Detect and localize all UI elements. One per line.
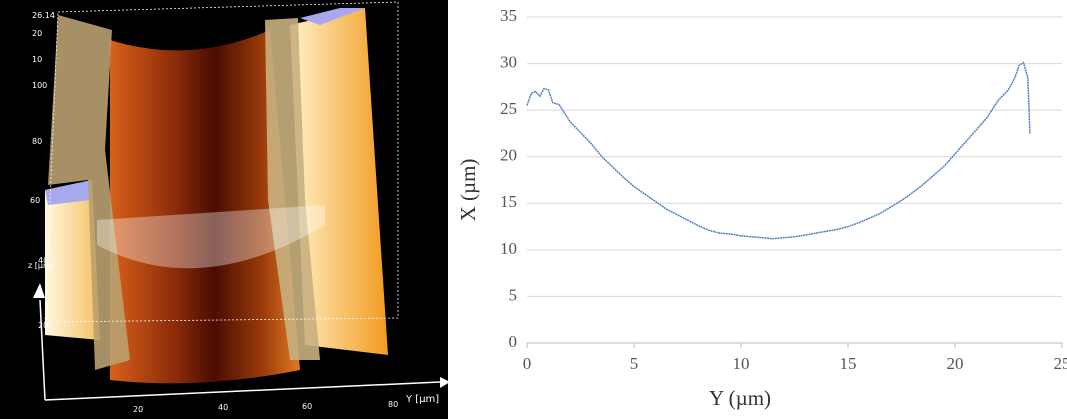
x-tick-label: 0 [523, 354, 532, 373]
z-label: 80 [32, 137, 42, 146]
y-axis [44, 381, 441, 401]
z-label: 20 [32, 29, 42, 38]
y-tick-label: 35 [500, 6, 517, 25]
x-tick-label: 15 [840, 354, 857, 373]
x-tick-label: 5 [630, 354, 639, 373]
y-tick-label: 20 [500, 146, 517, 165]
z-label: z [µm] [28, 261, 54, 270]
rough-wall-right [265, 18, 320, 360]
z-axis [39, 299, 46, 401]
z-arrow [33, 283, 45, 298]
z-label: 26.14 [32, 11, 55, 20]
y-axis-title: Y [µm] [405, 394, 439, 405]
x-tick-label: 20 [947, 354, 964, 373]
y-tick-label: 25 [500, 99, 517, 118]
y-tick-label: 10 [500, 239, 517, 258]
plateau-left [45, 180, 100, 340]
plateau-left-top [45, 180, 92, 205]
bottom-label: 60 [302, 402, 312, 411]
x-axis-title: Y (µm) [709, 386, 771, 410]
x-tick-label: 10 [733, 354, 750, 373]
section-plane [97, 205, 325, 269]
plateau-top [300, 8, 365, 25]
data-line [526, 61, 1031, 240]
chart: X (µm) Y (µm) 0 5 10 15 20 25 30 35 0 5 10 15 20 25 [456, 6, 1067, 410]
bottom-label: 40 [218, 403, 228, 412]
y-tick-label: 30 [500, 52, 517, 71]
bottom-label: 80 [388, 400, 398, 409]
rough-wall-left [48, 15, 130, 370]
bottom-label: 20 [133, 405, 143, 414]
x-tick-label: 25 [1054, 354, 1067, 373]
y-axis-title: X (µm) [456, 159, 480, 222]
y-arrow [440, 377, 450, 388]
bounding-box [44, 1, 399, 323]
afm-render: 26.14 20 10 100 80 60 z [µm] 40 20 20 40… [0, 0, 450, 419]
z-label: 60 [30, 196, 40, 205]
z-label: 40 [38, 256, 48, 265]
y-tick-label: 0 [509, 332, 518, 351]
y-tick-label: 5 [509, 285, 518, 304]
trench [110, 30, 300, 384]
z-label: 100 [32, 81, 47, 90]
y-tick-label: 15 [500, 192, 517, 211]
plateau-right [290, 8, 388, 355]
z-label: 20 [38, 321, 48, 330]
z-label: 10 [32, 55, 42, 64]
